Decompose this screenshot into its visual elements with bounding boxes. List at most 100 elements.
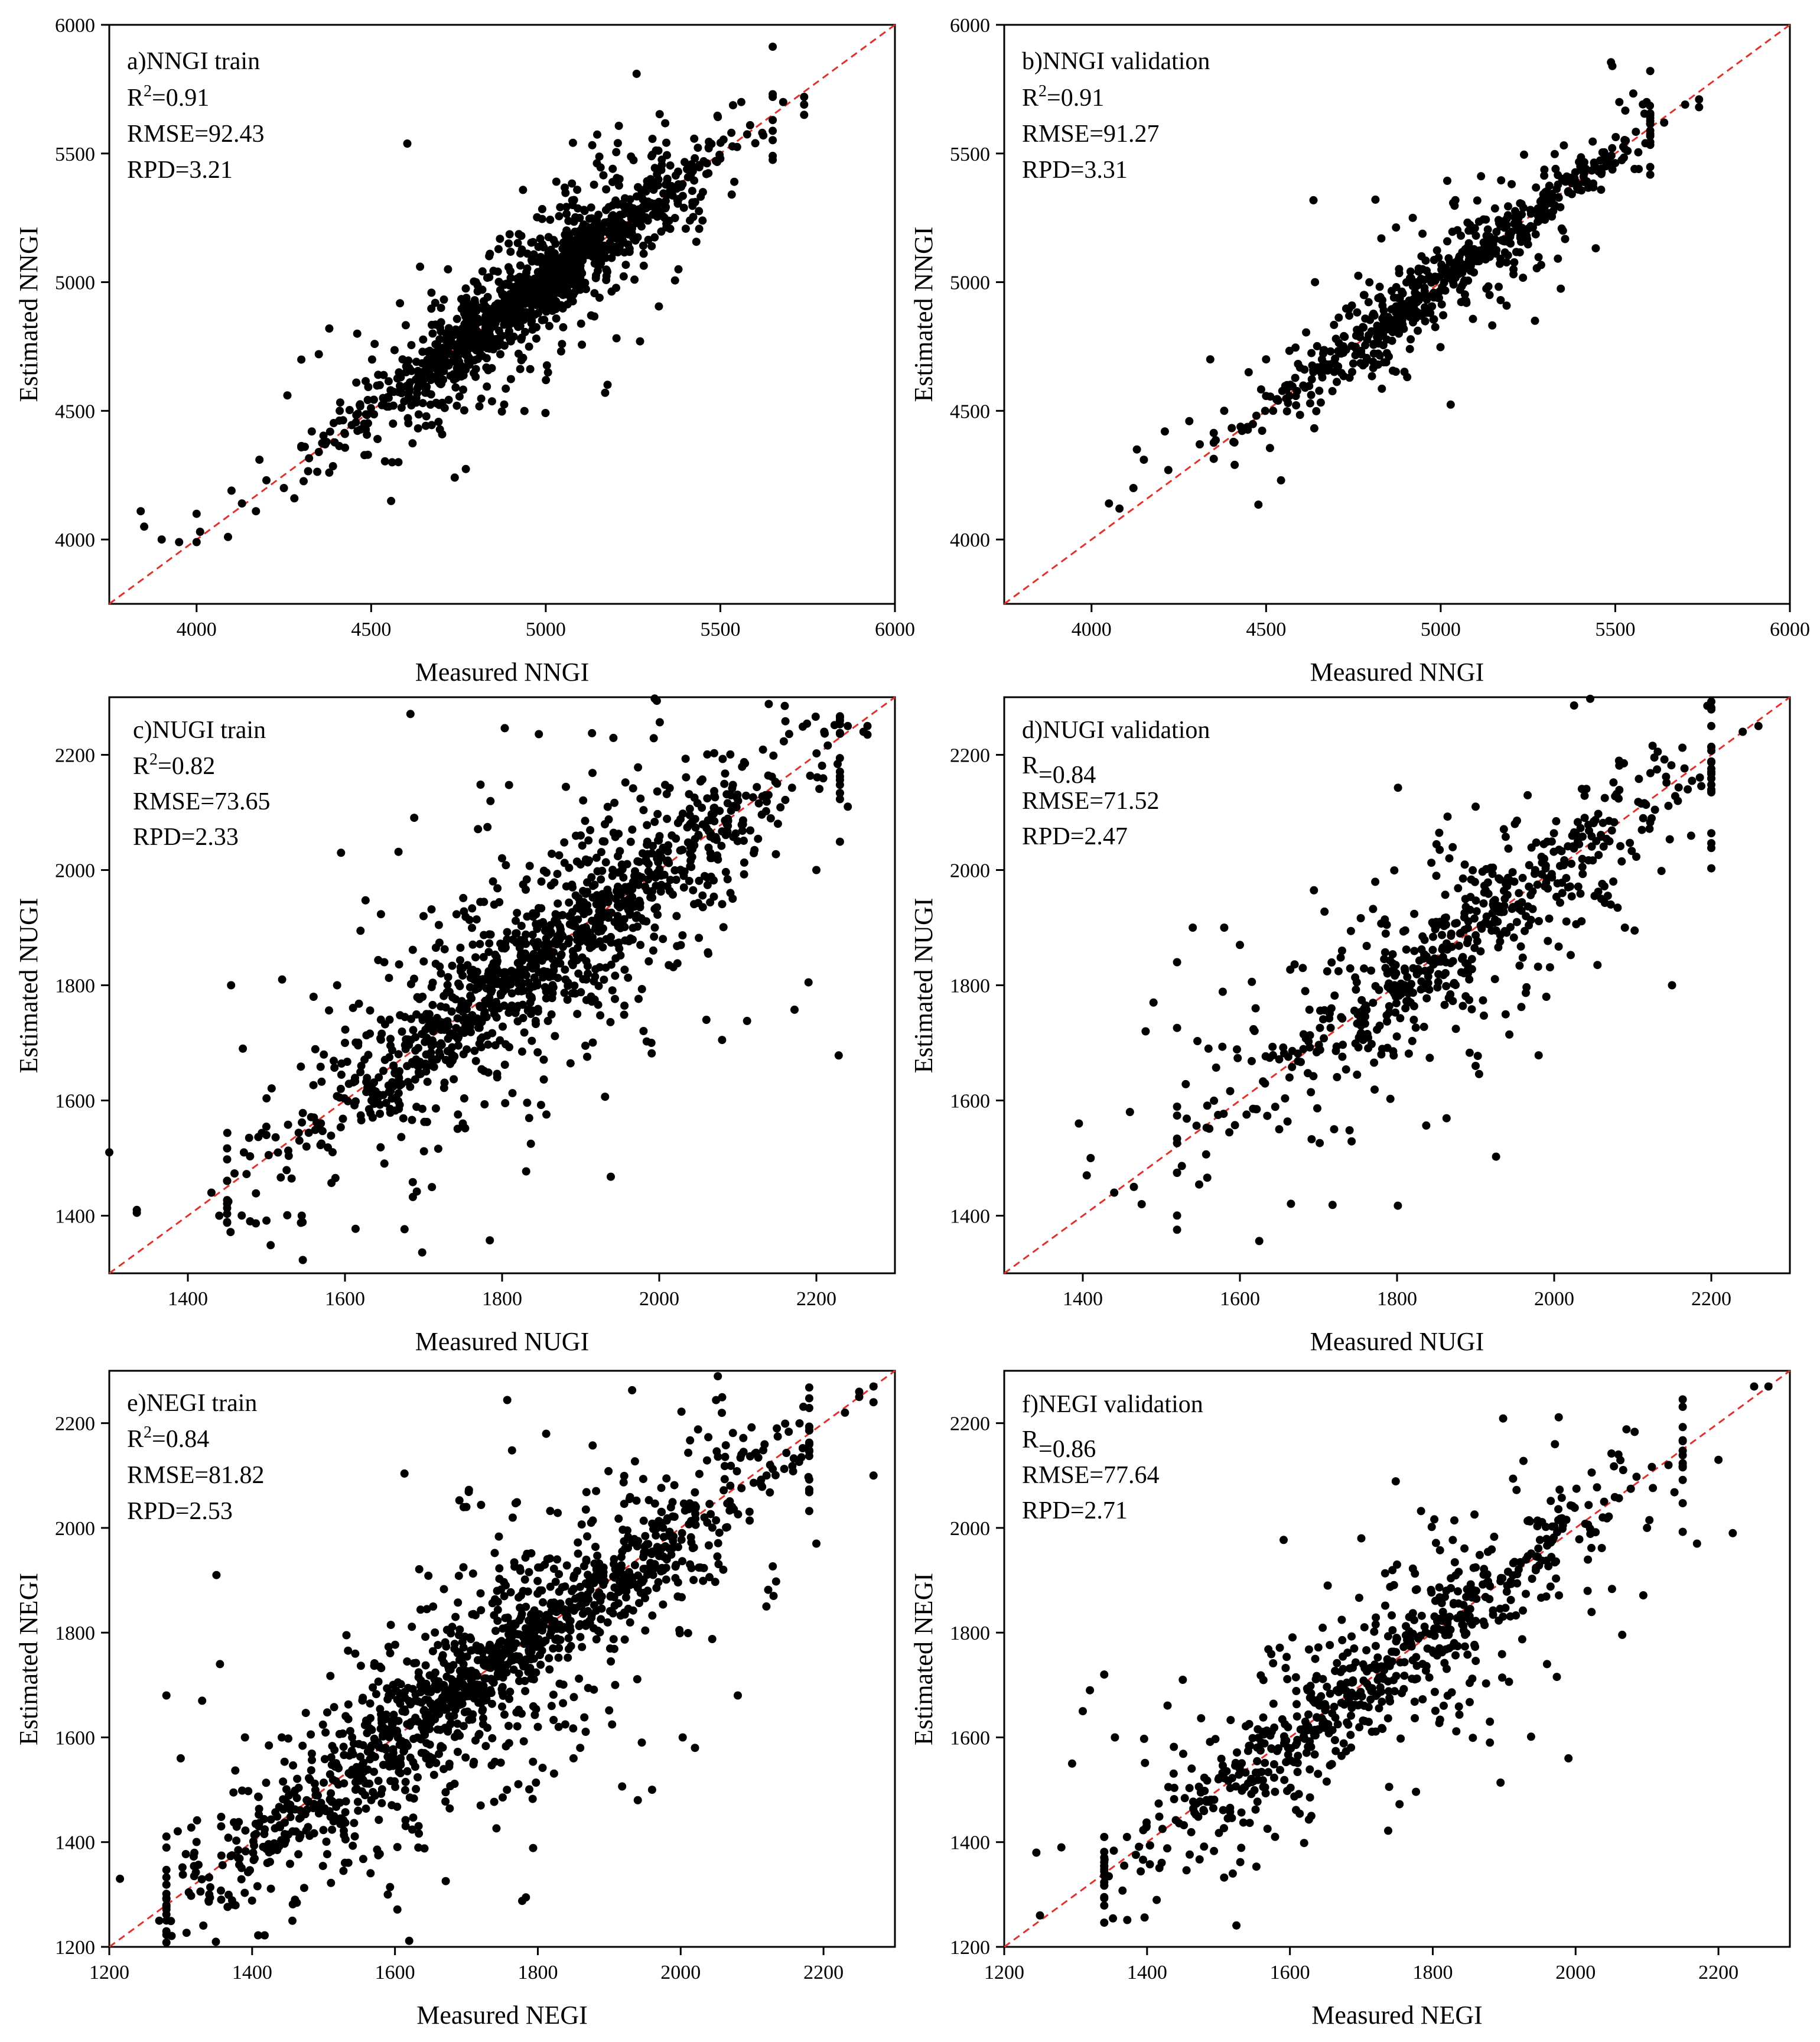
data-point [1611, 133, 1620, 141]
data-point [1288, 1062, 1297, 1071]
data-point [421, 1025, 430, 1034]
data-point [689, 886, 698, 895]
data-point [493, 1597, 502, 1606]
data-point [1394, 986, 1402, 995]
data-point [594, 1000, 603, 1009]
data-point [1320, 1034, 1329, 1043]
data-point [198, 1696, 207, 1705]
y-tick-label: 1600 [950, 1091, 990, 1113]
data-point [573, 186, 582, 194]
data-point [714, 113, 722, 121]
data-point [1410, 947, 1419, 955]
data-point [415, 1829, 424, 1838]
data-point [116, 1874, 125, 1883]
data-point [328, 462, 337, 470]
data-point [675, 1629, 684, 1638]
data-point [535, 271, 544, 279]
data-point [533, 981, 542, 990]
data-point [439, 1585, 448, 1594]
data-point [647, 242, 656, 251]
data-point [1446, 990, 1455, 999]
data-point [1678, 743, 1687, 752]
data-point [1525, 861, 1534, 870]
data-point [1397, 299, 1406, 308]
data-point [1502, 879, 1510, 888]
data-point [562, 210, 571, 218]
data-point [1632, 853, 1640, 861]
data-point [671, 171, 680, 180]
data-point [386, 1882, 395, 1891]
data-point [591, 965, 600, 974]
r-stat: R2=0.91 [127, 82, 209, 112]
data-point [620, 1002, 629, 1010]
data-point [1346, 964, 1355, 973]
data-point [1501, 1010, 1510, 1019]
data-point [298, 1256, 307, 1264]
data-point [176, 1754, 185, 1763]
data-point [582, 1619, 590, 1628]
data-point [1621, 106, 1630, 115]
data-point [476, 898, 485, 906]
data-point [1281, 1094, 1290, 1103]
data-point [254, 1792, 263, 1801]
data-point [1353, 1070, 1362, 1079]
data-point [1396, 1014, 1405, 1023]
data-point [1632, 128, 1640, 136]
data-point [290, 494, 299, 503]
data-point [1646, 818, 1655, 827]
data-point [483, 292, 492, 301]
data-point [637, 985, 646, 993]
data-point [454, 1572, 463, 1581]
data-point [723, 827, 732, 836]
data-point [620, 965, 629, 974]
data-point [685, 790, 694, 799]
data-point [369, 1683, 377, 1692]
data-point [1559, 141, 1568, 150]
data-point [231, 1766, 240, 1775]
data-point [279, 1795, 288, 1804]
data-point [503, 1786, 512, 1794]
data-point [1125, 1108, 1134, 1116]
data-point [1555, 846, 1564, 854]
data-point [766, 1488, 774, 1497]
data-point [136, 507, 145, 516]
data-point [448, 1056, 457, 1065]
data-point [1139, 456, 1148, 464]
data-point [1686, 831, 1695, 840]
data-point [581, 1041, 590, 1050]
data-point [698, 903, 707, 912]
data-point [1230, 1121, 1239, 1130]
data-point [468, 940, 477, 949]
data-point [1537, 853, 1546, 861]
data-point [613, 939, 621, 948]
data-point [500, 1592, 509, 1601]
data-point [1532, 264, 1541, 272]
data-point [869, 1382, 878, 1391]
data-point [1695, 103, 1704, 112]
data-point [199, 1921, 208, 1930]
data-point [456, 944, 465, 952]
data-point [647, 870, 656, 879]
panel-title: a)NNGI train [127, 48, 260, 75]
data-point [1442, 982, 1451, 990]
data-point [459, 1050, 468, 1059]
x-tick-label: 6000 [1770, 619, 1810, 640]
data-point [517, 922, 526, 930]
data-point [1271, 1103, 1279, 1111]
data-point [318, 1720, 327, 1729]
data-point [1256, 385, 1265, 394]
data-point [1531, 230, 1540, 239]
data-point [551, 1032, 559, 1040]
data-point [699, 157, 708, 165]
data-point [670, 214, 679, 222]
data-point [669, 963, 678, 971]
data-point [678, 1557, 686, 1566]
data-point [552, 940, 561, 949]
data-point [548, 994, 556, 1003]
data-point [223, 1129, 232, 1137]
data-point [681, 1506, 689, 1515]
data-point [636, 794, 645, 803]
data-point [1383, 1017, 1392, 1026]
data-point [474, 984, 483, 993]
data-point [502, 861, 510, 870]
